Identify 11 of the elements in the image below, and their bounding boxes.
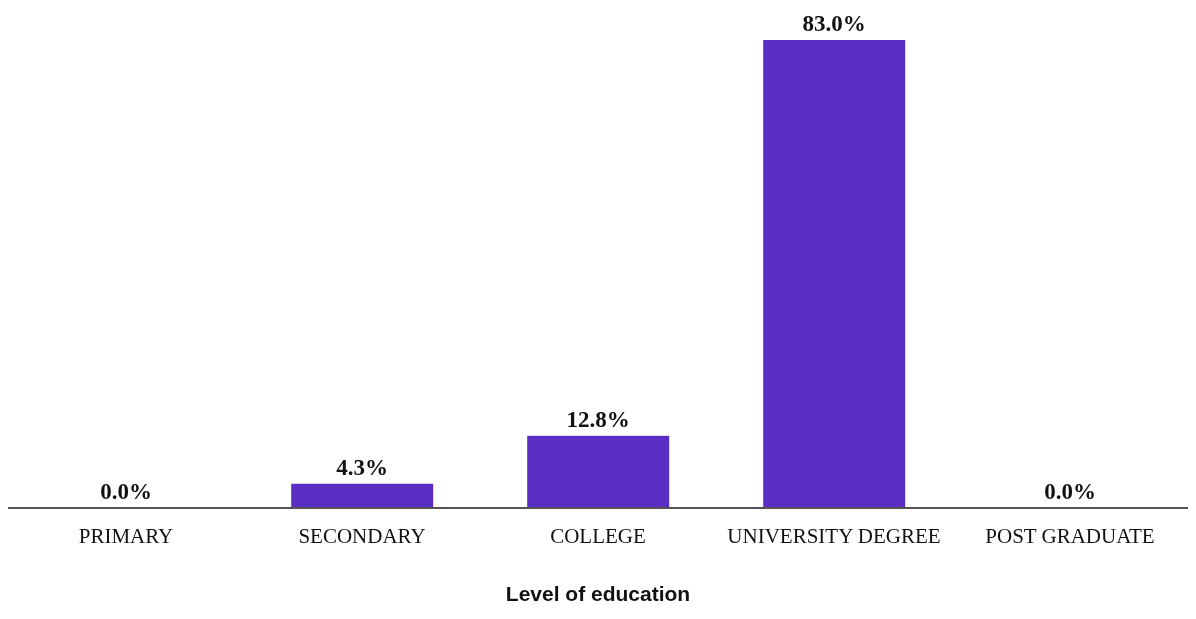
x-tick-label: UNIVERSITY DEGREE xyxy=(727,523,941,548)
x-tick-label: COLLEGE xyxy=(550,523,646,548)
data-label: 0.0% xyxy=(100,479,153,504)
x-tick-label: SECONDARY xyxy=(298,523,426,548)
x-tick-label: POST GRADUATE xyxy=(985,523,1155,548)
x-axis-title: Level of education xyxy=(504,582,692,606)
x-tick-label: PRIMARY xyxy=(78,523,174,548)
data-label: 12.8% xyxy=(566,406,630,432)
data-label: 83.0% xyxy=(802,11,866,36)
data-label: 4.3% xyxy=(336,454,389,480)
data-label: 0.0% xyxy=(1044,479,1097,504)
